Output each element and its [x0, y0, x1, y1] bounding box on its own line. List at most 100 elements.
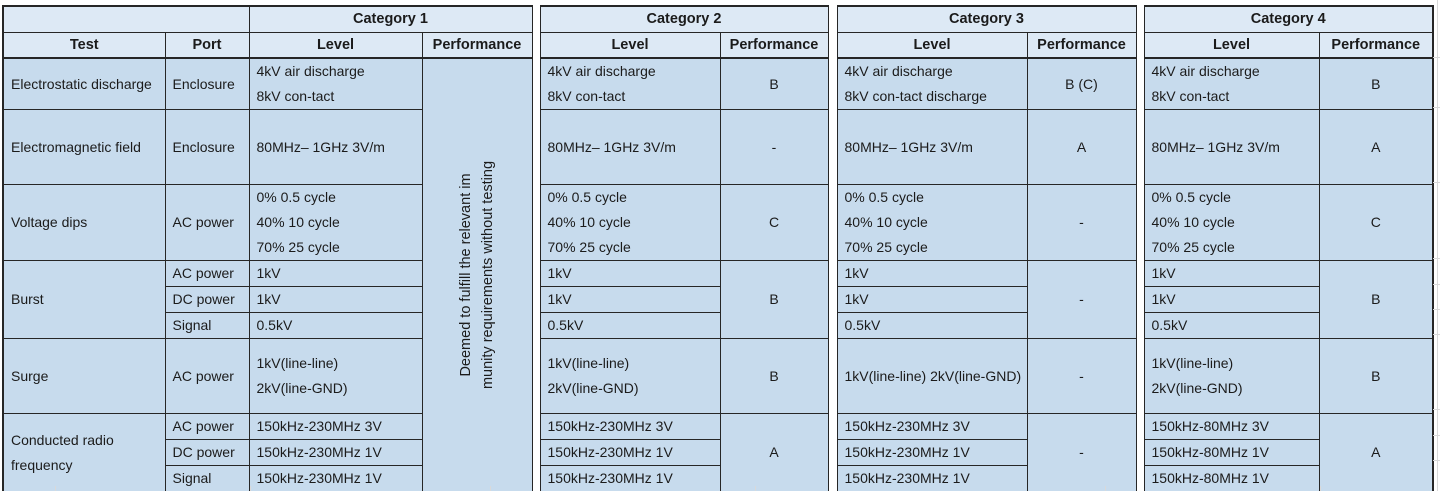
emf-port-cell: Enclosure — [164, 109, 250, 185]
burst-port-signal-cell: Signal — [164, 312, 250, 339]
crf-port-dc-cell: DC power — [164, 439, 250, 466]
dips-cat4-performance-cell: C — [1318, 184, 1434, 261]
sheet-gridline — [1433, 309, 1440, 310]
crf-port-signal-cell: Signal — [164, 465, 250, 491]
category-gap-3 — [1135, 6, 1145, 491]
esd-cat2-level-cell: 4kV air discharge 8kV con-tact — [539, 57, 721, 110]
crf-cat4-level-dc-cell: 150kHz-80MHz 1V — [1143, 439, 1320, 466]
crf-cat3-level-signal-cell: 150kHz-230MHz 1V — [836, 465, 1028, 491]
burst-cat2-performance-cell: B — [719, 260, 829, 339]
crf-cat4-performance-cell: A — [1318, 413, 1434, 491]
row-crf-ac: Conducted radio frequency AC power 150kH… — [2, 413, 1434, 491]
sheet-gridline — [1437, 0, 1438, 491]
cat2-level-header: Level — [539, 31, 721, 59]
esd-cat3-level-cell: 4kV air discharge 8kV con-tact discharge — [836, 57, 1028, 110]
esd-test-cell: Electrostatic discharge — [2, 57, 166, 110]
row-voltage-dips: Voltage dips AC power 0% 0.5 cycle 40% 1… — [2, 184, 1434, 261]
sheet-gridline — [1433, 284, 1440, 285]
cat1-rotated-note: Deemed to fulfill the relevant im munity… — [458, 161, 496, 390]
cat1-note-cell: Deemed to fulfill the relevant im munity… — [421, 57, 533, 491]
burst-port-dc-cell: DC power — [164, 286, 250, 313]
surge-cat2-performance-cell: B — [719, 338, 829, 414]
dips-cat3-level-cell: 0% 0.5 cycle 40% 10 cycle 70% 25 cycle — [836, 184, 1028, 261]
emf-cat2-performance-cell: - — [719, 109, 829, 185]
burst-cat4-level-signal-cell: 0.5kV — [1143, 312, 1320, 339]
category-4-header: Category 4 — [1143, 5, 1434, 33]
emf-cat3-level-cell: 80MHz– 1GHz 3V/m — [836, 109, 1028, 185]
crf-cat1-level-signal-cell: 150kHz-230MHz 1V — [248, 465, 423, 491]
emf-cat2-level-cell: 80MHz– 1GHz 3V/m — [539, 109, 721, 185]
sheet-gridline — [250, 486, 251, 491]
sheet-gridline — [755, 486, 756, 491]
dips-cat2-level-cell: 0% 0.5 cycle 40% 10 cycle 70% 25 cycle — [539, 184, 721, 261]
surge-port-cell: AC power — [164, 338, 250, 414]
sheet-gridline — [1320, 486, 1321, 491]
burst-cat2-level-dc-cell: 1kV — [539, 286, 721, 313]
crf-cat1-level-dc-cell: 150kHz-230MHz 1V — [248, 439, 423, 466]
sheet-gridline — [1433, 258, 1440, 259]
dips-cat1-level-cell: 0% 0.5 cycle 40% 10 cycle 70% 25 cycle — [248, 184, 423, 261]
row-surge: Surge AC power 1kV(line-line) 2kV(line-G… — [2, 338, 1434, 414]
crf-cat1-level-ac-cell: 150kHz-230MHz 3V — [248, 413, 423, 440]
esd-port-cell: Enclosure — [164, 57, 250, 110]
cat1-performance-header: Performance — [421, 31, 533, 59]
burst-cat3-performance-cell: - — [1026, 260, 1137, 339]
surge-cat3-performance-cell: - — [1026, 338, 1137, 414]
esd-cat1-level-cell: 4kV air discharge 8kV con-tact — [248, 57, 423, 110]
row-burst-signal: Signal 0.5kV 0.5kV 0.5kV 0.5kV — [3, 312, 1433, 339]
burst-cat1-level-signal-cell: 0.5kV — [248, 312, 423, 339]
surge-test-cell: Surge — [2, 338, 166, 414]
burst-cat3-level-dc-cell: 1kV — [836, 286, 1028, 313]
burst-test-cell: Burst — [2, 260, 166, 339]
burst-cat1-level-dc-cell: 1kV — [248, 286, 423, 313]
category-header-row: Category 1 Category 2 Category 3 Categor… — [2, 5, 1434, 491]
dips-cat4-level-cell: 0% 0.5 cycle 40% 10 cycle 70% 25 cycle — [1143, 184, 1320, 261]
category-3-header: Category 3 — [836, 5, 1137, 33]
surge-cat1-level-cell: 1kV(line-line) 2kV(line-GND) — [248, 338, 423, 414]
port-column-header: Port — [164, 31, 250, 59]
cat4-performance-header: Performance — [1318, 31, 1434, 59]
dips-cat2-performance-cell: C — [719, 184, 829, 261]
surge-cat2-level-cell: 1kV(line-line) 2kV(line-GND) — [539, 338, 721, 414]
crf-cat2-level-dc-cell: 150kHz-230MHz 1V — [539, 439, 721, 466]
esd-cat3-performance-cell: B (C) — [1026, 57, 1137, 110]
row-electrostatic-discharge: Electrostatic discharge Enclosure 4kV ai… — [2, 57, 1434, 491]
dips-test-cell: Voltage dips — [2, 184, 166, 261]
row-electromagnetic-field: Electromagnetic field Enclosure 80MHz– 1… — [2, 109, 1434, 185]
sheet-gridline — [55, 486, 56, 491]
burst-cat4-level-dc-cell: 1kV — [1143, 286, 1320, 313]
corner-blank-cell — [2, 5, 250, 33]
crf-cat3-level-ac-cell: 150kHz-230MHz 3V — [836, 413, 1028, 440]
emf-cat3-performance-cell: A — [1026, 109, 1137, 185]
sheet-gridline — [1433, 57, 1440, 58]
sheet-gridline — [1433, 460, 1440, 461]
test-column-header: Test — [2, 31, 166, 59]
crf-cat2-level-ac-cell: 150kHz-230MHz 3V — [539, 413, 721, 440]
sheet-gridline — [1433, 435, 1440, 436]
category-gap-1 — [531, 6, 541, 491]
row-burst-ac: Burst AC power 1kV 1kV B 1kV - 1kV B — [2, 260, 1434, 339]
crf-cat4-level-ac-cell: 150kHz-80MHz 3V — [1143, 413, 1320, 440]
dips-port-cell: AC power — [164, 184, 250, 261]
crf-cat3-performance-cell: - — [1026, 413, 1137, 491]
dips-cat3-performance-cell: - — [1026, 184, 1137, 261]
crf-port-ac-cell: AC power — [164, 413, 250, 440]
emf-cat4-performance-cell: A — [1318, 109, 1434, 185]
cat2-performance-header: Performance — [719, 31, 829, 59]
burst-cat1-level-ac-cell: 1kV — [248, 260, 423, 287]
sheet-gridline — [1433, 409, 1440, 410]
cat3-level-header: Level — [836, 31, 1028, 59]
cat1-level-header: Level — [248, 31, 423, 59]
surge-cat4-performance-cell: B — [1318, 338, 1434, 414]
burst-port-ac-cell: AC power — [164, 260, 250, 287]
crf-test-cell: Conducted radio frequency — [2, 413, 166, 491]
burst-cat2-level-ac-cell: 1kV — [539, 260, 721, 287]
burst-cat3-level-ac-cell: 1kV — [836, 260, 1028, 287]
cat4-level-header: Level — [1143, 31, 1320, 59]
burst-cat2-level-signal-cell: 0.5kV — [539, 312, 721, 339]
burst-cat4-level-ac-cell: 1kV — [1143, 260, 1320, 287]
category-2-header: Category 2 — [539, 5, 829, 33]
surge-cat3-level-cell: 1kV(line-line) 2kV(line-GND) — [836, 338, 1028, 414]
category-gap-2 — [827, 6, 838, 491]
